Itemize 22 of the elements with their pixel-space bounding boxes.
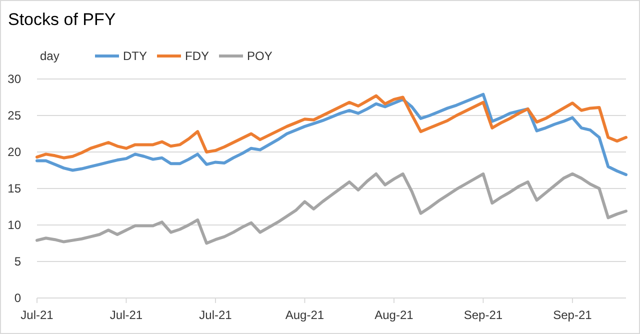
x-tick-label: Sep-21 (553, 308, 592, 322)
legend-title: day (40, 49, 60, 63)
y-tick-label: 0 (14, 291, 22, 305)
x-tick-label: Sep-21 (464, 308, 503, 322)
x-tick-label: Jul-21 (199, 308, 232, 322)
x-tick-label: Aug-21 (374, 308, 414, 322)
line-series (36, 92, 628, 176)
x-tick-label: Jul-21 (20, 308, 54, 322)
line-series (36, 94, 628, 160)
y-tick-label: 5 (14, 254, 22, 268)
x-tick-label: Jul-21 (110, 308, 143, 322)
legend-label: POY (247, 49, 272, 63)
chart-title: Stocks of PFY (8, 10, 116, 29)
line-series (36, 172, 628, 245)
y-tick-label: 25 (8, 108, 22, 122)
y-tick-label: 10 (8, 218, 22, 232)
y-tick-label: 15 (8, 182, 22, 196)
legend-label: FDY (185, 49, 209, 63)
y-tick-label: 20 (8, 145, 22, 159)
legend-label: DTY (123, 49, 147, 63)
x-tick-label: Aug-21 (285, 308, 324, 322)
y-tick-label: 30 (8, 72, 22, 86)
